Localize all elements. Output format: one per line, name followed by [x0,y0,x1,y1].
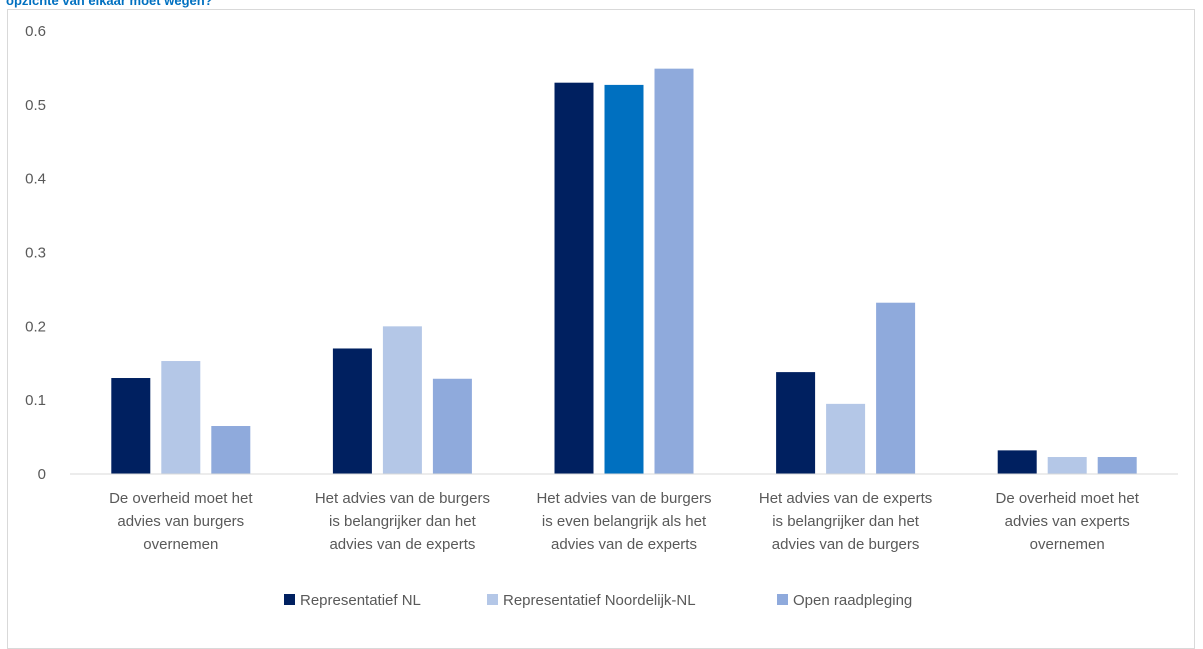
x-category-label: advies van burgers [117,513,244,530]
x-category-label: advies van de experts [551,536,697,553]
bars [111,68,1137,475]
legend-swatch [284,594,295,605]
x-category-label: advies van de experts [329,536,475,553]
bar [211,426,251,474]
y-axis-ticks: 0 0.1 0.2 0.3 0.4 0.5 0.6 [25,23,46,483]
x-category-label: advies van experts [1005,513,1130,530]
x-axis-categories: De overheid moet het advies van burgers ov… [109,490,1140,553]
y-tick-label: 0.6 [25,23,46,40]
x-category-label: Het advies van de experts [759,490,932,507]
x-category-label: is belangrijker dan het [329,513,477,530]
x-category-label: Het advies van de burgers [536,490,711,507]
bar [654,68,694,474]
legend: Representatief NL Representatief Noordeli… [284,592,912,609]
legend-label: Open raadpleging [793,592,912,609]
bar [997,450,1037,474]
bar [332,348,372,474]
bar [1047,457,1087,474]
x-category-label: De overheid moet het [109,490,253,507]
y-tick-label: 0 [38,466,46,483]
chart-title: opzichte van elkaar moet wegen? [6,0,213,8]
legend-label: Representatief Noordelijk-NL [503,592,696,609]
bar [604,84,644,475]
bar [432,378,472,474]
x-category-label: advies van de burgers [772,536,920,553]
x-category-label: overnemen [143,536,218,553]
y-tick-label: 0.3 [25,245,46,262]
bar [776,372,816,474]
legend-swatch [487,594,498,605]
x-category-label: is belangrijker dan het [772,513,920,530]
bar [1097,457,1137,474]
y-tick-label: 0.2 [25,318,46,335]
bar [554,82,594,474]
bar [382,326,422,474]
bar [161,361,201,474]
bar [826,403,866,474]
y-tick-label: 0.4 [25,171,46,188]
legend-label: Representatief NL [300,592,421,609]
bar [876,302,916,474]
x-category-label: is even belangrijk als het [542,513,707,530]
x-category-label: overnemen [1030,536,1105,553]
legend-swatch [777,594,788,605]
bar-chart: 0 0.1 0.2 0.3 0.4 0.5 0.6 De overheid moet het… [25,23,1178,609]
y-tick-label: 0.5 [25,97,46,114]
x-category-label: Het advies van de burgers [315,490,490,507]
x-category-label: De overheid moet het [995,490,1139,507]
y-tick-label: 0.1 [25,392,46,409]
bar [111,378,151,474]
